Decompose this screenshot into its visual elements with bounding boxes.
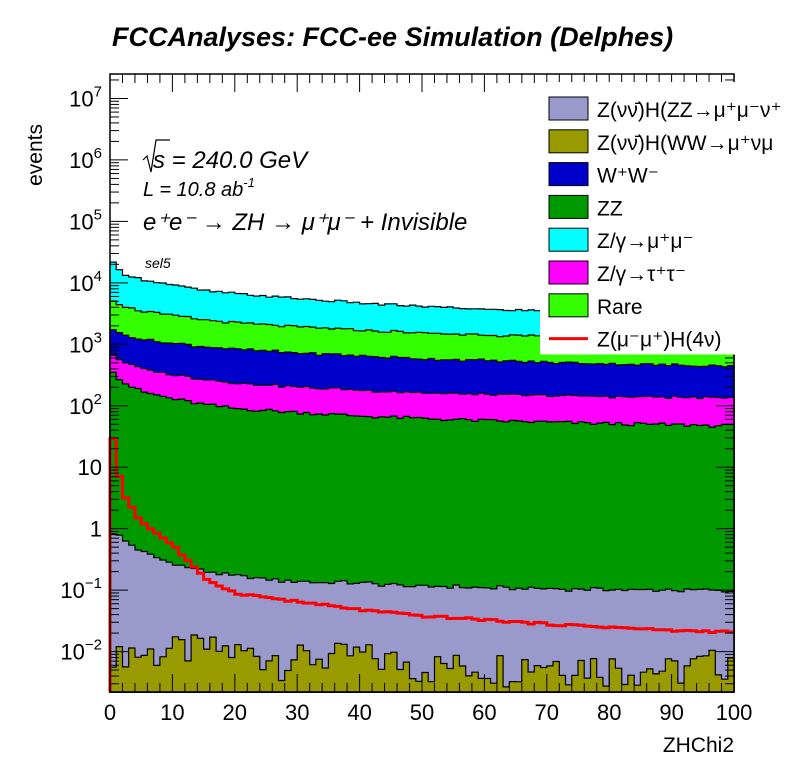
legend-label: Z(μ⁻μ⁺)H(4ν)	[597, 329, 722, 352]
legend-label: Rare	[597, 296, 643, 319]
legend-label: Z(νν̄)H(ZZ→μ⁺μ⁻ν⁺	[597, 99, 782, 122]
stack-1	[109, 533, 735, 693]
legend-swatch	[548, 96, 589, 121]
y-tick-base: 10	[78, 455, 102, 480]
legend-label: Z/γ→τ⁺τ⁻	[597, 263, 686, 286]
y-tick-base: 10	[69, 332, 93, 357]
y-tick-label: 106	[69, 145, 102, 173]
signal-line	[108, 437, 734, 692]
legend-item: W⁺W⁻	[548, 162, 659, 188]
y-tick-base: 10	[60, 578, 84, 603]
sqrt-s-text: s = 240.0 GeV	[153, 147, 309, 174]
x-tick-label: 70	[535, 700, 559, 725]
x-tick-label: 30	[285, 700, 309, 725]
y-tick-base: 10	[69, 209, 93, 234]
legend-item: Rare	[548, 293, 643, 319]
sqrt-s-annotation: s = 240.0 GeV	[142, 139, 309, 174]
stack-0	[109, 634, 735, 693]
x-axis-label: ZHChi2	[663, 734, 734, 757]
legend-swatch	[548, 129, 589, 154]
legend-label: Z(νν̄)H(WW→μ⁺νμ	[597, 132, 773, 155]
y-tick-label: 105	[69, 206, 102, 234]
x-tick-label: 80	[597, 700, 621, 725]
x-axis: 0 10 20 30 40 50 60 70 80 90 100	[104, 74, 752, 725]
y-tick-base: 10	[69, 148, 93, 173]
process-annotation: e⁺e⁻ → ZH → μ⁺μ⁻ + Invisible	[143, 209, 467, 236]
x-tick-label: 40	[347, 700, 371, 725]
x-tick-label: 90	[659, 700, 683, 725]
x-tick-label: 10	[160, 700, 184, 725]
sqrt-symbol	[142, 139, 170, 173]
legend-label: W⁺W⁻	[597, 165, 659, 188]
legend-label: ZZ	[597, 197, 623, 220]
lumi-exp: -1	[243, 175, 255, 190]
legend-item: Z/γ→μ⁺μ⁻	[548, 227, 694, 253]
luminosity-text: L = 10.8 ab-1	[143, 175, 255, 201]
x-tick-label: 50	[410, 700, 434, 725]
legend-border	[540, 299, 737, 355]
y-tick-exponent: 7	[94, 83, 102, 100]
legend-swatch	[548, 293, 589, 318]
y-tick-label: 10−2	[60, 637, 102, 665]
y-tick-label: 1	[90, 517, 102, 542]
y-tick-label: 103	[69, 329, 102, 357]
histogram-bars-1	[109, 533, 735, 693]
y-tick-label: 107	[69, 83, 102, 111]
y-tick-base: 10	[69, 86, 93, 111]
legend-item: Z/γ→τ⁺τ⁻	[548, 260, 686, 286]
y-tick-base: 10	[69, 271, 93, 296]
y-tick-exponent: 6	[94, 145, 102, 162]
x-tick-label: 60	[472, 700, 496, 725]
plot-title: FCCAnalyses: FCC-ee Simulation (Delphes)	[112, 22, 673, 52]
y-tick-base: 1	[90, 517, 102, 542]
y-tick-label: 102	[69, 391, 102, 419]
y-tick-exponent: 2	[94, 391, 102, 408]
lumi-main: L = 10.8 ab	[143, 179, 243, 201]
y-tick-exponent: 5	[94, 206, 102, 223]
x-tick-label: 0	[104, 700, 116, 725]
x-tick-label: 100	[716, 700, 753, 725]
legend-item: Z(νν̄)H(WW→μ⁺νμ	[548, 129, 773, 155]
legend-label: Z/γ→μ⁺μ⁻	[597, 230, 694, 253]
y-tick-exponent: 3	[94, 329, 102, 346]
legend-item: ZZ	[548, 194, 623, 220]
y-tick-label: 10−1	[60, 575, 102, 603]
y-tick-label: 104	[69, 268, 102, 296]
legend-item: Z(νν̄)H(ZZ→μ⁺μ⁻ν⁺	[548, 96, 782, 122]
y-tick-exponent: −1	[85, 575, 102, 592]
y-tick-base: 10	[69, 394, 93, 419]
histogram-bars-0	[109, 634, 735, 693]
legend-swatch	[548, 260, 589, 285]
y-tick-base: 10	[60, 640, 84, 665]
x-tick-label: 20	[223, 700, 247, 725]
legend-swatch	[548, 162, 589, 187]
stack-layer	[109, 261, 735, 693]
legend-swatch	[548, 194, 589, 219]
signal-layer	[108, 437, 734, 692]
y-tick-exponent: −2	[85, 637, 102, 654]
legend-swatch	[548, 227, 589, 252]
legend: Z(νν̄)H(ZZ→μ⁺μ⁻ν⁺ Z(νν̄)H(WW→μ⁺νμ W⁺W⁻ ZZ Z/…	[540, 82, 796, 355]
y-tick-exponent: 4	[94, 268, 102, 285]
y-axis-label: events	[24, 124, 47, 186]
luminosity-annotation: L = 10.8 ab-1	[143, 175, 255, 201]
y-tick-label: 10	[78, 455, 102, 480]
selection-annotation: sel5	[145, 255, 171, 271]
legend-item: Z(μ⁻μ⁺)H(4ν)	[549, 329, 722, 352]
